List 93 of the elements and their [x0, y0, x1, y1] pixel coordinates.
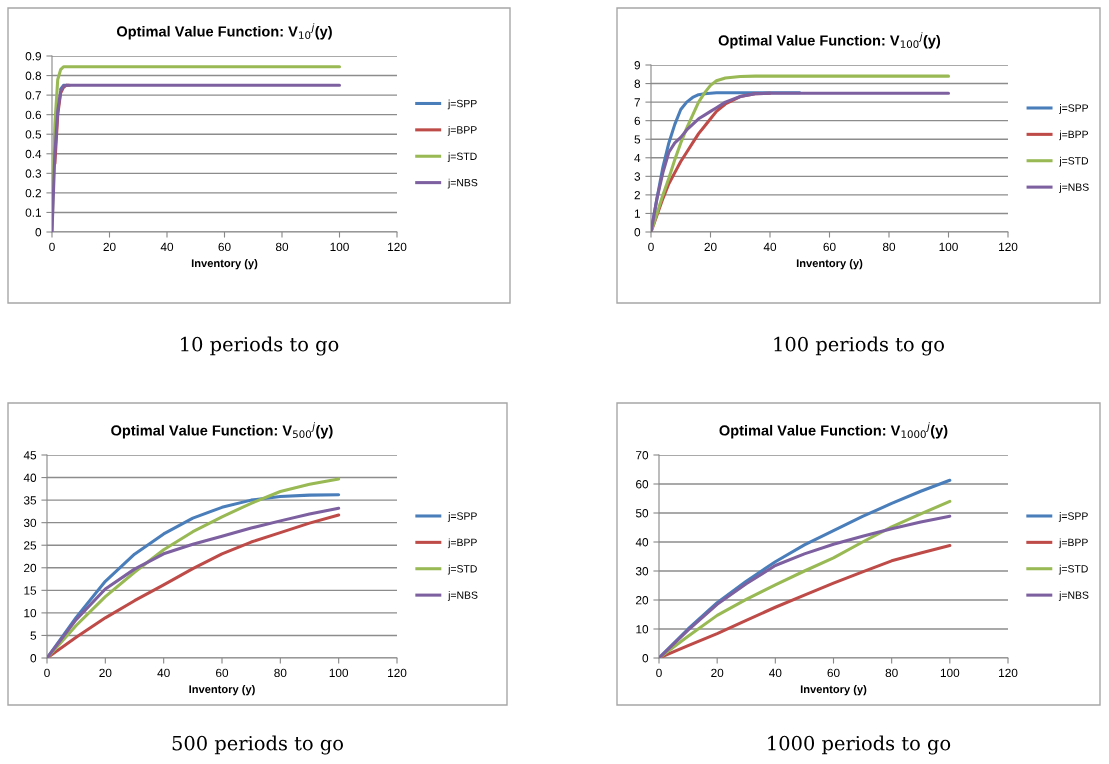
y-tick-label: 5	[634, 135, 641, 144]
x-tick-label: 100	[329, 668, 349, 678]
x-tick-label: 60	[823, 242, 836, 252]
chart-title: Optimal Value Function: V$_{1000}$$^{j}$(y)	[719, 422, 948, 439]
y-tick-label: 0.7	[25, 91, 41, 100]
y-tick-label: 40	[23, 473, 37, 482]
legend-label: j=BPP	[447, 125, 477, 136]
legend-label: j=NBS	[447, 591, 478, 601]
x-tick-label: 40	[160, 242, 174, 252]
y-tick-label: 0.6	[25, 110, 42, 120]
chart-title: Optimal Value Function: V$_{10}$$^{j}$(y)	[116, 23, 332, 40]
x-tick-label: 0	[44, 668, 50, 678]
x-tick-label: 120	[999, 668, 1018, 678]
x-tick-label: 40	[157, 668, 170, 678]
y-tick-label: 70	[636, 451, 649, 460]
y-tick-label: 35	[23, 496, 37, 505]
legend-label: j=SPP	[447, 512, 477, 522]
y-tick-label: 5	[30, 631, 37, 640]
y-tick-label: 10	[636, 625, 649, 634]
y-tick-label: 3	[634, 172, 641, 181]
y-tick-label: 0.2	[25, 188, 41, 198]
x-tick-label: 0	[656, 668, 662, 678]
y-tick-label: 25	[24, 541, 37, 550]
legend-label: j=NBS	[1058, 591, 1089, 601]
legend-label: j=BPP	[1059, 130, 1089, 141]
x-tick-label: 40	[763, 242, 777, 252]
y-tick-label: 0.9	[25, 52, 42, 61]
x-tick-label: 80	[275, 242, 289, 252]
y-tick-label: 0.5	[25, 130, 42, 139]
x-tick-label: 20	[99, 668, 112, 678]
y-tick-label: 9	[634, 61, 641, 70]
chart-title: Optimal Value Function: V$_{100}$$^{j}$(y)	[718, 32, 941, 49]
legend-label: j=STD	[1058, 564, 1088, 575]
legend-label: j=NBS	[1059, 183, 1089, 193]
y-tick-label: 40	[635, 538, 649, 547]
y-tick-label: 20	[636, 596, 649, 605]
legend-label: j=SPP	[1058, 512, 1088, 522]
x-tick-label: 60	[218, 242, 231, 252]
y-tick-label: 60	[636, 480, 649, 489]
legend-label: j=BPP	[1058, 538, 1088, 549]
y-tick-label: 30	[23, 518, 37, 528]
x-tick-label: 20	[711, 668, 724, 678]
x-axis-title: Inventory (y)	[189, 684, 255, 696]
x-tick-label: 120	[388, 242, 407, 252]
y-tick-label: 0	[30, 654, 37, 663]
legend-label: j=STD	[447, 152, 477, 163]
y-tick-label: 4	[634, 153, 641, 163]
y-tick-label: 0	[35, 228, 42, 237]
x-tick-label: 100	[330, 242, 349, 252]
x-tick-label: 0	[49, 242, 55, 252]
y-tick-label: 0.4	[25, 149, 42, 159]
y-tick-label: 0.1	[25, 208, 42, 217]
legend-label: j=SPP	[447, 99, 477, 110]
legend-label: j=NBS	[447, 178, 478, 189]
x-tick-label: 80	[882, 242, 896, 252]
x-tick-label: 60	[827, 668, 840, 678]
y-tick-label: 15	[24, 586, 37, 595]
y-tick-label: 0	[634, 228, 641, 237]
legend-label: j=STD	[1059, 156, 1089, 167]
y-tick-label: 0.8	[25, 71, 42, 80]
y-tick-label: 0	[642, 654, 649, 663]
chart-title: Optimal Value Function: V$_{500}$$^{j}$(y)	[111, 422, 333, 439]
x-axis-title: Inventory (y)	[796, 258, 863, 270]
x-tick-label: 100	[940, 668, 960, 678]
x-tick-label: 80	[885, 668, 898, 678]
x-tick-label: 40	[769, 668, 782, 678]
x-tick-label: 120	[999, 242, 1018, 252]
y-tick-label: 2	[634, 190, 640, 200]
text: 100 periods to go	[774, 336, 944, 356]
y-tick-label: 8	[634, 79, 641, 88]
y-tick-label: 45	[23, 451, 37, 460]
y-tick-label: 10	[24, 608, 37, 618]
x-axis-title: Inventory (y)	[800, 684, 867, 696]
legend-label: j=BPP	[447, 538, 477, 549]
text: 1000 periods to go	[768, 735, 951, 755]
y-tick-label: 50	[635, 509, 649, 518]
y-tick-label: 7	[634, 98, 640, 107]
text: 10 periods to go	[181, 336, 339, 356]
legend-label: j=SPP	[1059, 104, 1089, 114]
y-tick-label: 6	[634, 116, 641, 126]
x-tick-label: 20	[704, 242, 717, 252]
y-tick-label: 0.3	[25, 169, 42, 178]
y-tick-label: 20	[24, 563, 37, 573]
text: 500 periods to go	[172, 735, 343, 755]
x-tick-label: 80	[274, 668, 287, 678]
x-tick-label: 60	[216, 668, 229, 678]
legend-label: j=STD	[447, 564, 477, 575]
x-axis-title: Inventory (y)	[191, 258, 258, 270]
x-tick-label: 100	[939, 242, 958, 252]
y-tick-label: 1	[634, 209, 641, 218]
y-tick-label: 30	[635, 567, 649, 576]
x-tick-label: 20	[103, 242, 116, 252]
x-tick-label: 120	[388, 668, 407, 678]
